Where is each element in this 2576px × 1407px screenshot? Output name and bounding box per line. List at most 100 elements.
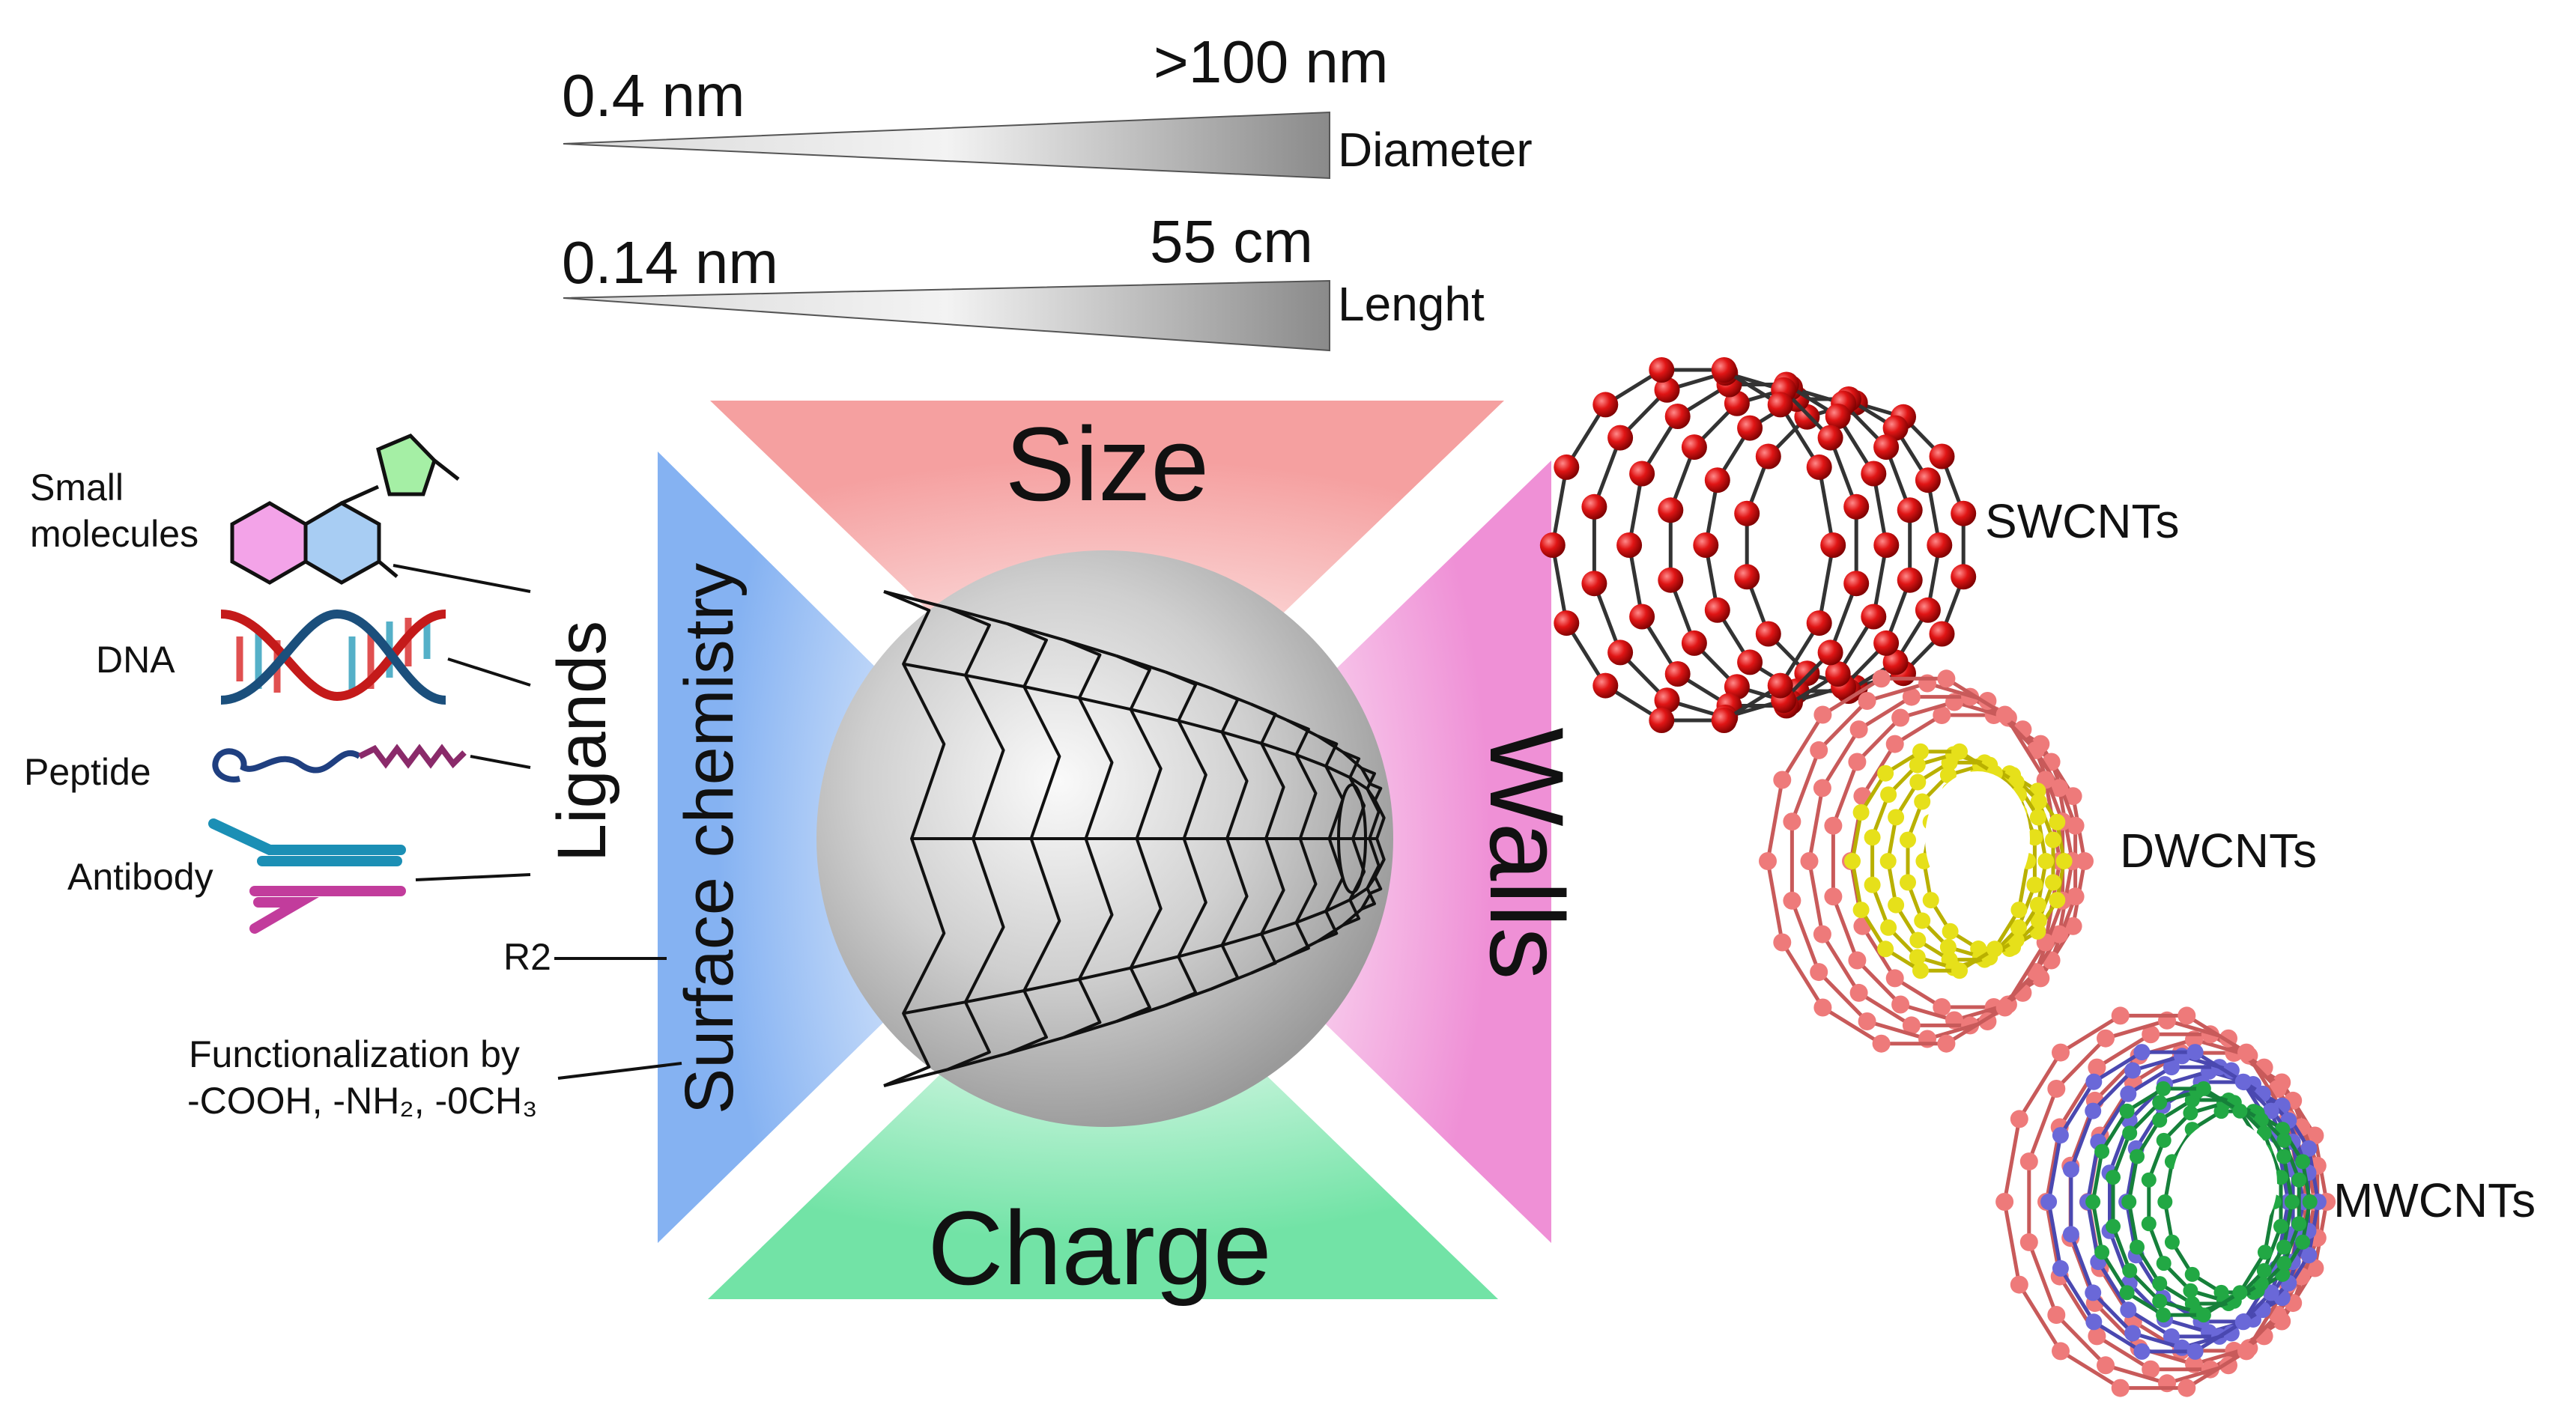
cnt-atom [1912, 962, 1929, 979]
cnt-atom [2152, 1293, 2168, 1309]
cnt-bond [1822, 677, 1882, 717]
cnt-atom [2030, 912, 2047, 929]
cnt-atom [1681, 434, 1707, 461]
ligands-legend: Small molecules DNA Peptide [24, 434, 682, 1122]
cnt-atom [1817, 425, 1843, 451]
cnt-bond [2091, 1291, 2134, 1335]
cnt-atom [2195, 1307, 2211, 1323]
cnt-atom [1909, 756, 1926, 774]
cnt-atom [1951, 500, 1977, 526]
cnt-atom [1915, 467, 1941, 493]
cnt-atom [2045, 831, 2061, 848]
cnt-atom [1806, 610, 1832, 636]
nanotube-bond [1261, 921, 1297, 936]
diameter-scale: 0.4 nm >100 nm Diameter [562, 28, 1533, 180]
cnt-atom [2097, 1356, 2115, 1375]
cnt-bond [1831, 761, 1859, 827]
cnt-atom [2047, 1306, 2066, 1324]
diameter-max-label: >100 nm [1154, 28, 1389, 95]
cnt-atom [1848, 951, 1867, 970]
cnt-atom [2106, 1170, 2121, 1185]
cnt-atom [2256, 1262, 2272, 1278]
cnt-bond [2091, 1151, 2104, 1203]
cnt-atom [1873, 630, 1900, 656]
dna-icon [220, 609, 446, 705]
cnt-atom [1995, 1193, 2014, 1211]
cnt-bond [1894, 976, 1943, 1009]
cnt-atom [2094, 1245, 2110, 1260]
cnt-atom [1693, 532, 1719, 558]
cnt-bond [2262, 1132, 2283, 1179]
cnt-bond [2096, 1033, 2152, 1069]
nanotube-bond [1023, 685, 1080, 700]
cnt-atom [1882, 415, 1909, 441]
cnt-bond [2027, 1088, 2058, 1162]
cnt-atom [1861, 604, 1887, 630]
cnt-atom [2064, 787, 2082, 806]
cnt-atom [1616, 532, 1643, 558]
nanotube-bond [1249, 702, 1288, 722]
cnt-atom [1755, 443, 1781, 469]
cnt-atom [1951, 962, 1968, 979]
cnt-atom [2122, 1125, 2138, 1141]
cnt-atom [2120, 1301, 2137, 1319]
cnt-atom [2124, 1062, 2142, 1079]
nanotube-bond [946, 1052, 1008, 1072]
nanotube-bond [1349, 776, 1369, 791]
cnt-atom [1852, 902, 1870, 919]
cnt-atom [1933, 706, 1951, 724]
cnt-atom [1900, 874, 1916, 891]
cnt-bond [2058, 1081, 2096, 1137]
cnt-bond [2097, 1260, 2130, 1311]
cnt-atom [2222, 1325, 2240, 1342]
cnt-bond [1858, 991, 1913, 1027]
nanotube-bond [1261, 741, 1297, 756]
cnt-atom [2291, 1216, 2307, 1232]
cnt-atom [1995, 705, 2014, 724]
nanotube-bond [1295, 753, 1327, 768]
cnt-atom [2052, 1259, 2069, 1277]
nanotube-bond [1285, 718, 1319, 738]
cnt-atom [2306, 1126, 2324, 1145]
cnt-atom [1658, 497, 1684, 523]
cnt-bond [2194, 1320, 2245, 1354]
cnt-atom [1891, 708, 1910, 727]
nanotube-rim [1337, 783, 1367, 894]
cnt-atom [2026, 876, 2043, 893]
cnt-atom [2262, 1102, 2279, 1119]
cnt-atom [2183, 1105, 2198, 1121]
cnt-bond [2092, 1050, 2143, 1084]
cnt-atom [1927, 532, 1953, 558]
cnt-atom [1852, 803, 1870, 821]
cnt-atom [1877, 940, 1894, 958]
cnt-bond [1858, 695, 1913, 732]
cnt-atom [2300, 1247, 2318, 1264]
peptide-icon [212, 744, 467, 782]
nanotube-bond [1249, 955, 1288, 975]
nanotube-bond [1164, 670, 1211, 690]
cnt-bond [2003, 941, 2047, 1009]
cnt-atom [2178, 1006, 2196, 1025]
cnt-atom [2085, 1284, 2102, 1301]
cnt-bond [2002, 1201, 2022, 1286]
cnt-atom [1873, 532, 1900, 558]
nanotube-bond [1079, 966, 1132, 981]
cnt-atom [1929, 443, 1955, 469]
cnt-atom [2111, 1379, 2130, 1397]
nanotube-bond [1342, 750, 1363, 770]
cnt-atom [1813, 705, 1832, 724]
cnt-atom [1800, 852, 1819, 870]
cnt-atom [2276, 1256, 2292, 1271]
cnt-atom [2049, 813, 2066, 830]
cnt-atom [2291, 1172, 2307, 1188]
cnt-atom [1813, 779, 1831, 797]
cnt-atom [1897, 497, 1923, 523]
cnt-atom [1877, 765, 1894, 782]
cnt-atom [2183, 1283, 2198, 1298]
nanotube-bond [1366, 788, 1377, 801]
walls-label: Walls [1468, 727, 1586, 979]
cnt-atom [1986, 940, 2003, 958]
cnt-bond [2111, 1132, 2132, 1179]
cnt-atom [2085, 1313, 2103, 1331]
